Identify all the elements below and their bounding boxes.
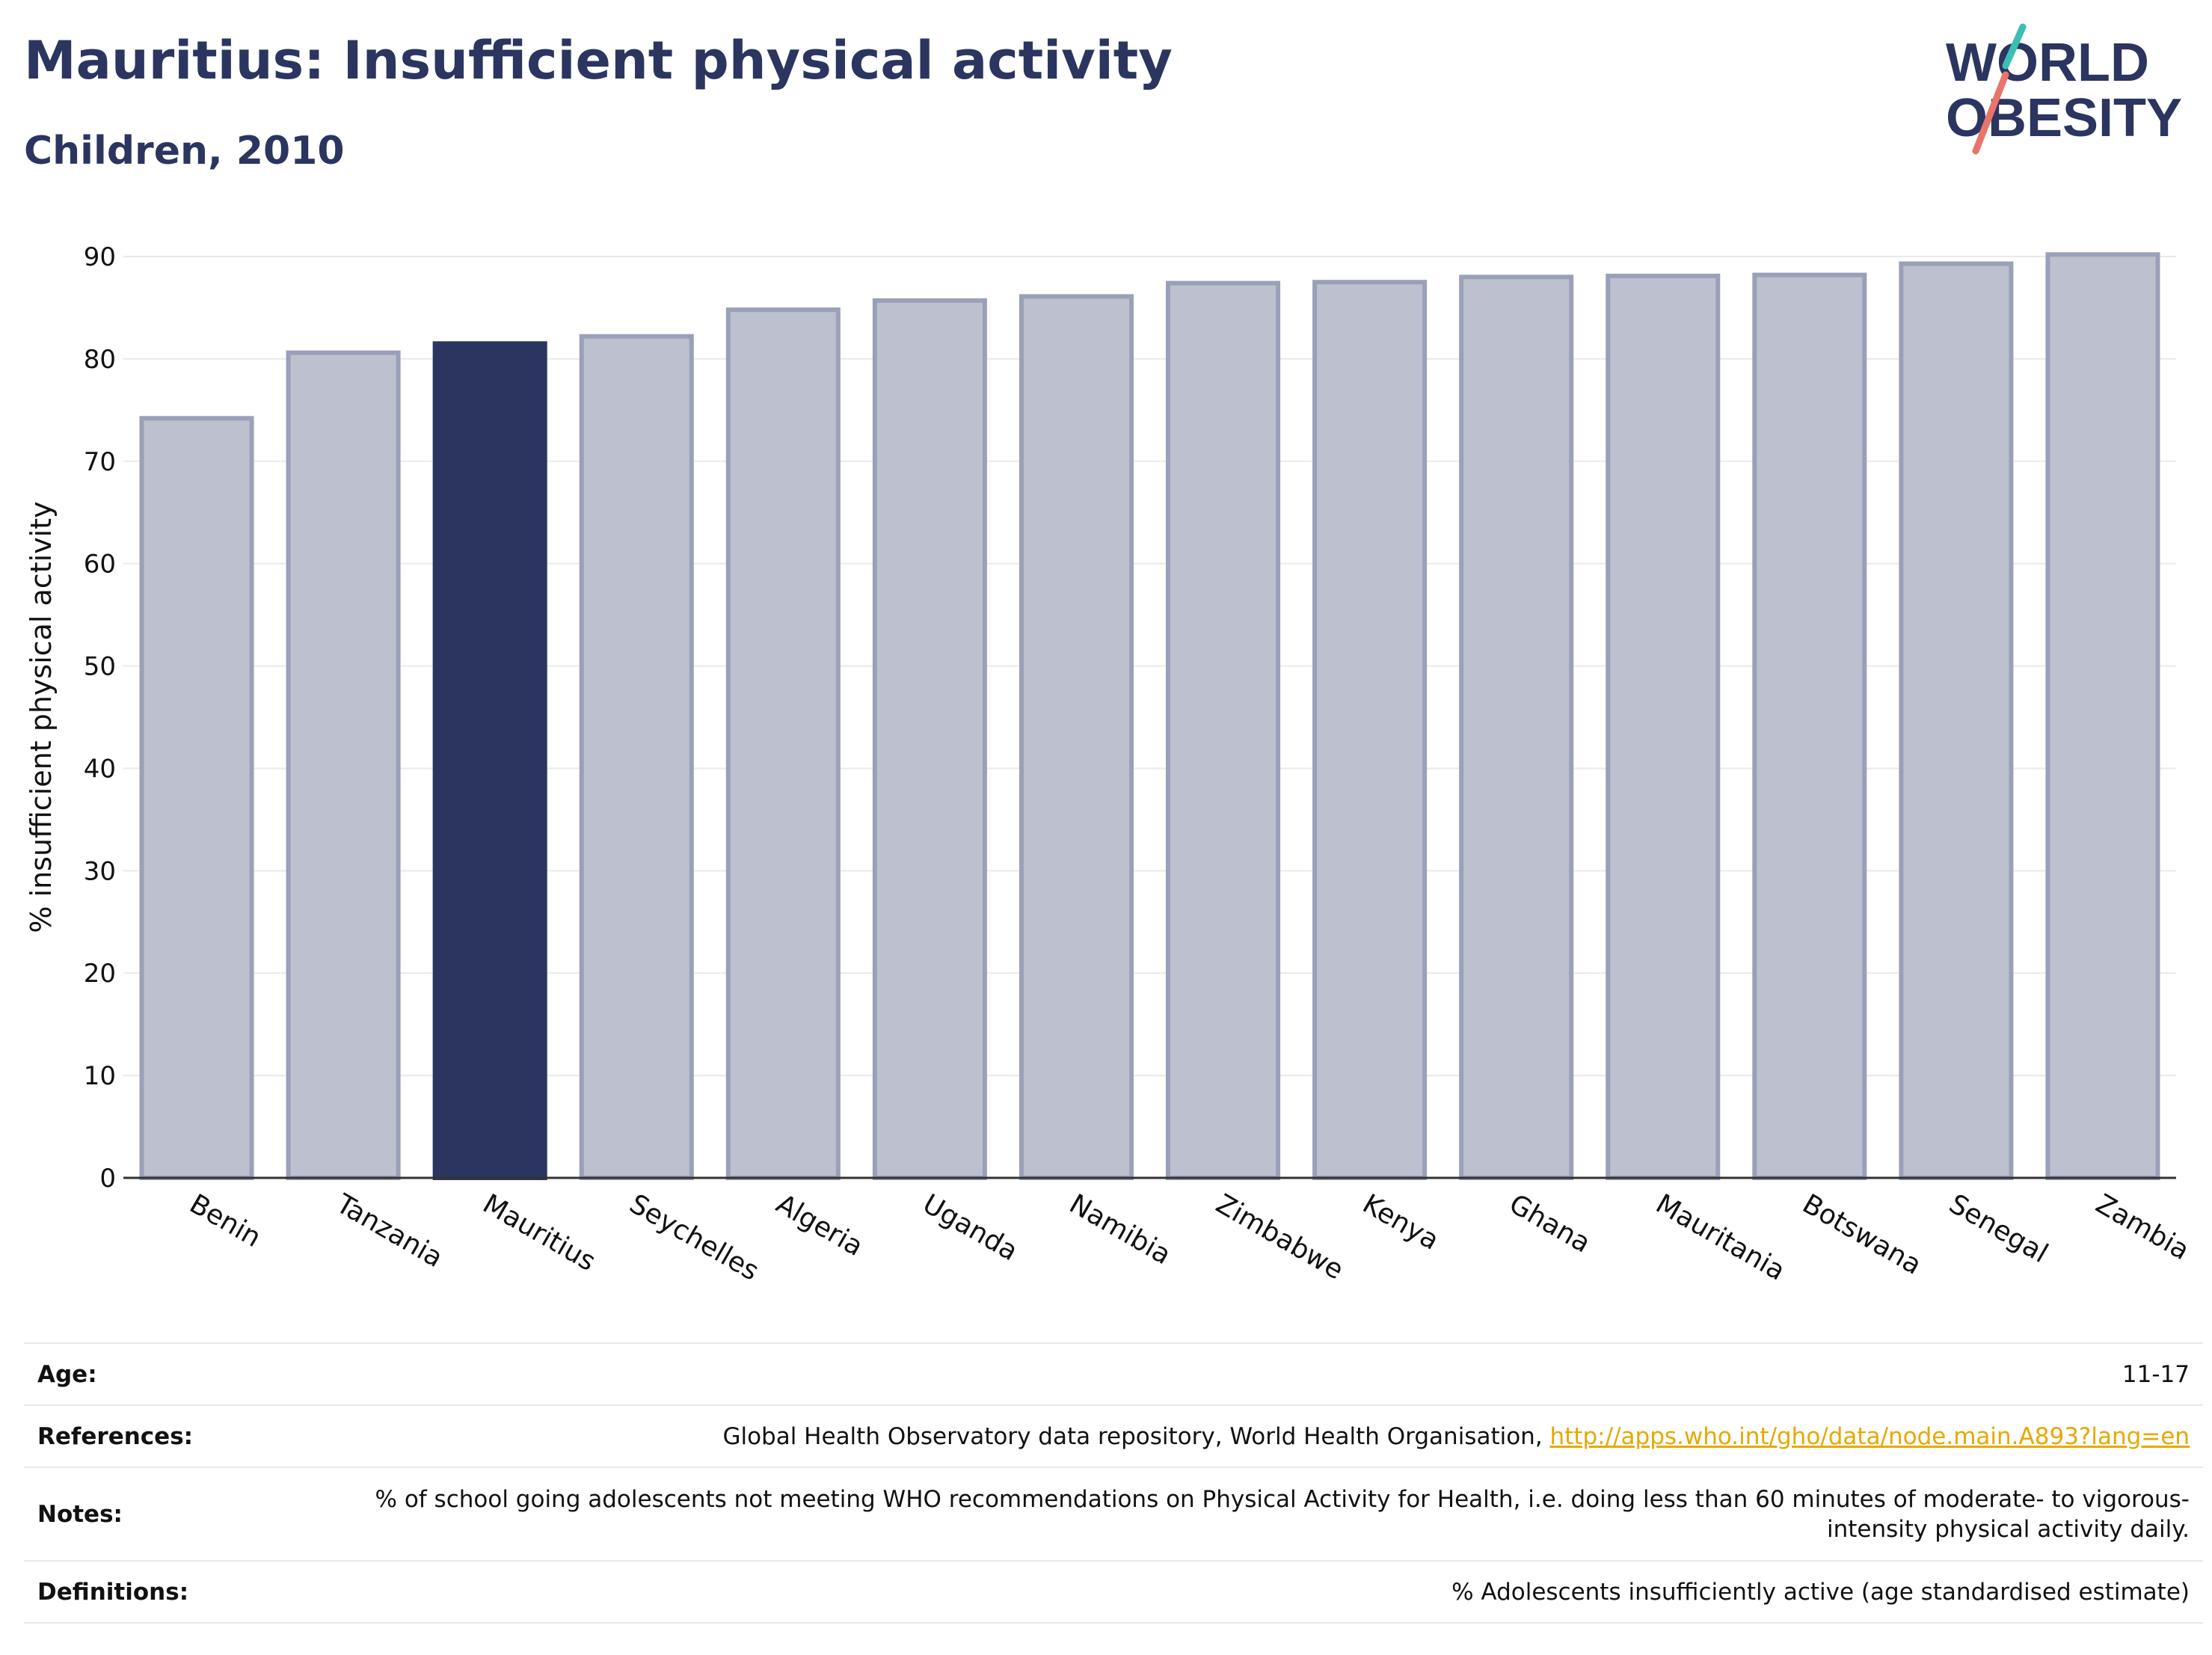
logo-slash-coral: [1972, 71, 2009, 155]
y-tick-label: 70: [84, 447, 116, 477]
x-tick-label: Zimbabwe: [1211, 1188, 1348, 1286]
x-tick-label: Ghana: [1504, 1188, 1595, 1259]
y-tick-label: 0: [99, 1164, 116, 1194]
x-tick-label: Tanzania: [331, 1188, 448, 1274]
info-key: Definitions:: [37, 1578, 189, 1606]
y-tick-label: 60: [84, 550, 116, 580]
info-value: % Adolescents insufficiently active (age…: [1451, 1578, 2190, 1606]
bar-uganda[interactable]: [872, 298, 987, 1181]
bar-senegal[interactable]: [1899, 261, 2014, 1180]
bar-chart: 0 10 20 30 40 50 60 70 80 90 Benin Tanzania Mauriti…: [25, 242, 2195, 1287]
info-row-definitions: Definitions: % Adolescents insufficientl…: [24, 1561, 2203, 1623]
bar-ghana[interactable]: [1459, 274, 1574, 1180]
x-tick-label: Algeria: [771, 1188, 868, 1262]
references-text: Global Health Observatory data repositor…: [722, 1422, 1550, 1450]
y-tick-label: 30: [84, 856, 116, 886]
info-row-notes: Notes: % of school going adolescents not…: [24, 1467, 2203, 1561]
bar-kenya[interactable]: [1312, 280, 1428, 1181]
y-tick-label: 80: [84, 345, 116, 375]
y-axis-title: % insufficient physical activity: [25, 501, 58, 933]
world-obesity-logo: WORLD OBESITY: [1946, 23, 2182, 155]
y-tick-label: 50: [84, 652, 116, 682]
info-table: Age: 11-17 References: Global Health Obs…: [24, 1342, 2203, 1624]
x-tick-label: Mauritania: [1650, 1188, 1790, 1286]
x-tick-label: Senegal: [1944, 1188, 2053, 1269]
info-key: References:: [37, 1422, 194, 1450]
y-tick-labels: 0 10 20 30 40 50 60 70 80 90: [84, 242, 116, 1194]
page-subtitle: Children, 2010: [24, 129, 345, 174]
bar-seychelles[interactable]: [579, 334, 694, 1181]
info-row-references: References: Global Health Observatory da…: [24, 1405, 2203, 1467]
x-tick-label: Namibia: [1064, 1188, 1176, 1271]
bar-benin[interactable]: [139, 416, 254, 1180]
logo-line-1: WORLD: [1946, 33, 2149, 93]
gridlines: [123, 256, 2176, 1077]
y-tick-label: 40: [84, 754, 116, 784]
x-tick-label: Botswana: [1797, 1188, 1926, 1280]
x-tick-label: Mauritius: [478, 1188, 601, 1277]
x-category-labels: Benin Tanzania Mauritius Seychelles Algeria U…: [185, 1188, 2195, 1287]
bar-zambia[interactable]: [2045, 252, 2160, 1180]
bar-mauritania[interactable]: [1606, 274, 1721, 1180]
bar-mauritius[interactable]: [432, 341, 547, 1180]
references-link[interactable]: http://apps.who.int/gho/data/node.main.A…: [1549, 1422, 2190, 1450]
bar-botswana[interactable]: [1752, 272, 1867, 1180]
bar-zimbabwe[interactable]: [1166, 280, 1281, 1181]
info-key: Notes:: [37, 1500, 123, 1528]
info-row-age: Age: 11-17: [24, 1343, 2203, 1405]
y-tick-label: 20: [84, 959, 116, 989]
y-tick-label: 90: [84, 242, 116, 272]
bar-namibia[interactable]: [1019, 294, 1134, 1180]
x-tick-label: Zambia: [2090, 1188, 2194, 1266]
logo-slash-teal: [2002, 23, 2027, 70]
page-title: Mauritius: Insufficient physical activit…: [24, 30, 1173, 91]
y-tick-label: 10: [84, 1061, 116, 1091]
info-key: Age:: [37, 1360, 97, 1388]
x-tick-label: Seychelles: [624, 1188, 764, 1286]
bars: [139, 252, 2160, 1181]
info-value: 11-17: [2122, 1360, 2190, 1388]
x-tick-label: Kenya: [1357, 1188, 1444, 1256]
bar-tanzania[interactable]: [286, 350, 401, 1181]
x-tick-label: Uganda: [918, 1188, 1023, 1267]
info-value: Global Health Observatory data repositor…: [275, 1405, 2203, 1467]
info-value: % of school going adolescents not meetin…: [375, 1485, 2190, 1543]
bar-algeria[interactable]: [725, 307, 841, 1180]
x-tick-label: Benin: [185, 1188, 266, 1253]
